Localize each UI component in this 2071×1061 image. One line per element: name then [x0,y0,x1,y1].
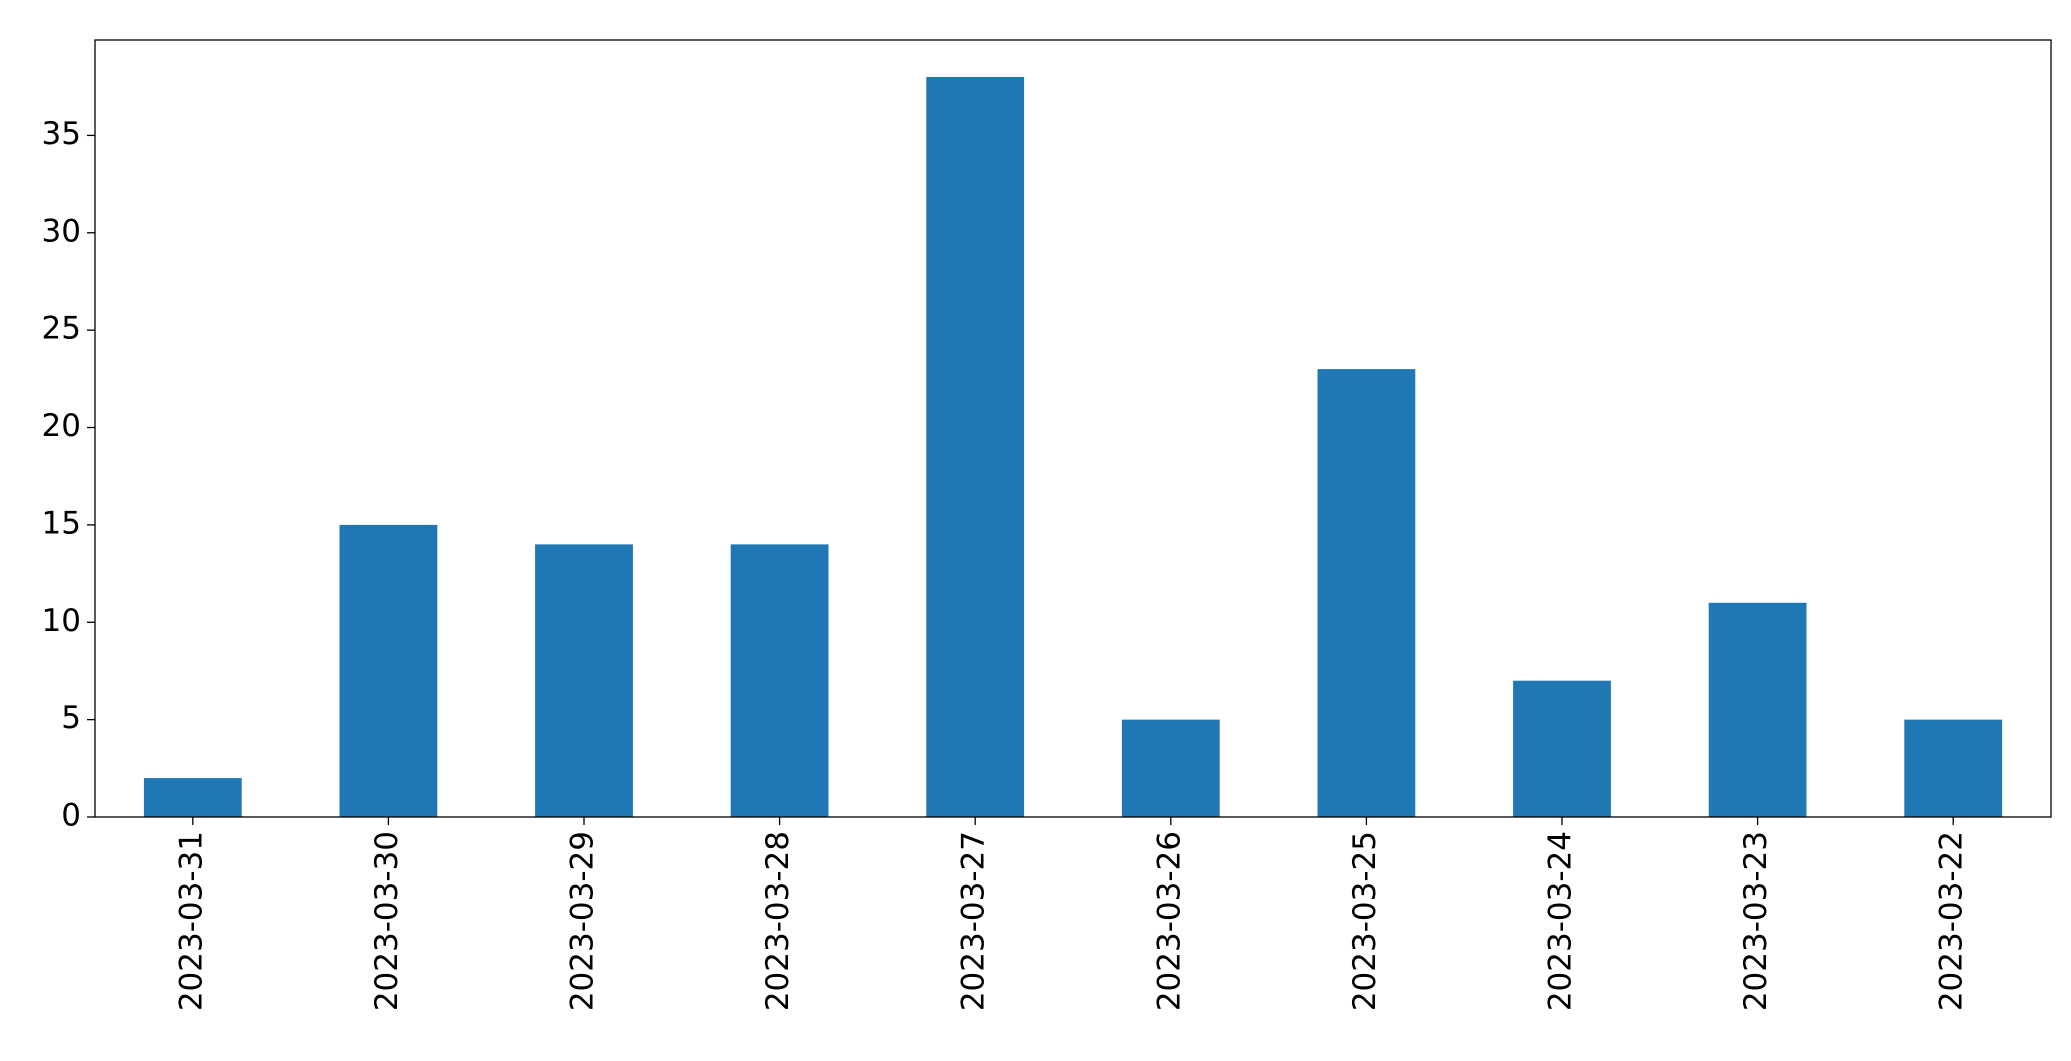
bar [1317,369,1416,817]
y-tick-label: 5 [61,700,81,736]
y-tick-label: 0 [61,798,81,834]
x-tick-label: 2023-03-25 [1347,831,1383,1011]
y-tick-label: 25 [42,311,81,347]
x-tick-label: 2023-03-31 [173,831,209,1011]
bar [1708,602,1807,817]
y-tick-label: 30 [42,213,81,249]
x-tick-label: 2023-03-28 [760,831,796,1011]
plot-frame [94,39,2052,818]
y-tick-label: 35 [42,116,81,152]
x-tick-label: 2023-03-22 [1934,831,1970,1011]
bar [535,544,633,817]
bar [730,544,829,817]
bar [1904,719,2003,817]
x-tick-label: 2023-03-24 [1543,831,1579,1011]
bar [1513,680,1611,817]
x-tick-label: 2023-03-27 [956,831,992,1011]
bar [926,77,1025,817]
x-tick-label: 2023-03-29 [565,831,601,1011]
y-tick-label: 15 [42,505,81,541]
x-tick-label: 2023-03-23 [1738,831,1774,1011]
bar [143,778,242,817]
bar [1121,719,1220,817]
y-tick-label: 10 [42,603,81,639]
y-tick-label: 20 [42,408,81,444]
x-tick-label: 2023-03-26 [1151,831,1187,1011]
x-tick-label: 2023-03-30 [369,831,405,1011]
bar [339,524,438,817]
